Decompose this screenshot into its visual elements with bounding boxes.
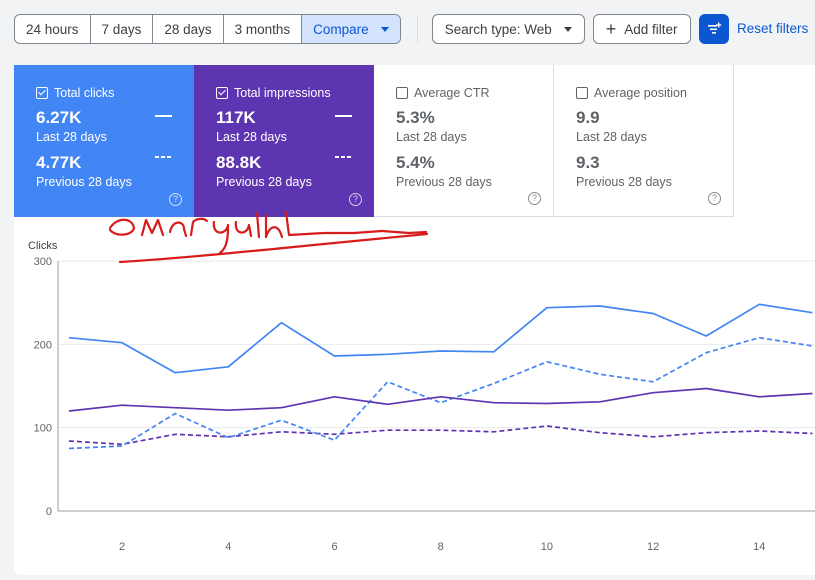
solid-line-legend-icon [155,115,172,117]
chevron-down-icon [380,27,389,32]
date-range-toolbar: 24 hours 7 days 28 days 3 months Compare… [14,14,729,44]
plus-icon: + [605,19,617,39]
y-tick-label: 300 [34,256,52,268]
x-tick-label: 12 [647,541,659,553]
metric-previous-value: 88.8K [216,153,262,172]
metric-current-period: Last 28 days [36,130,107,144]
range-24-hours[interactable]: 24 hours [15,15,91,43]
x-tick-label: 4 [225,541,231,553]
handwritten-red-annotation [108,210,429,264]
metric-label: Total impressions [234,85,331,100]
date-range-selector: 24 hours 7 days 28 days 3 months Compare [14,14,401,44]
checkbox-unchecked-icon[interactable] [396,86,408,99]
series-line-impressions-previous [68,425,813,446]
metric-previous-period: Previous 28 days [576,175,672,189]
metric-label: Total clicks [54,85,115,100]
performance-chart: Clicks 0 100 200 300 2 4 6 8 10 12 14 [28,210,815,553]
series-line-clicks-current [68,303,813,374]
metric-current-value: 5.3% [396,108,435,127]
filter-list-icon [707,22,721,34]
series-line-clicks-previous [68,336,813,450]
y-tick-label: 100 [34,423,52,435]
metric-previous-period: Previous 28 days [216,175,312,189]
help-icon[interactable]: ? [708,192,721,205]
compare-label: Compare [313,21,369,37]
metric-current-period: Last 28 days [216,130,287,144]
metric-card-total-impressions[interactable]: Total impressions 117K Last 28 days 88.8… [194,65,374,217]
dashed-line-legend-icon [155,156,172,158]
filter-settings-button[interactable] [698,14,729,44]
metric-current-value: 6.27K [36,108,82,127]
metric-previous-value: 4.77K [36,153,82,172]
y-tick-label: 200 [34,339,52,351]
metric-current-period: Last 28 days [396,130,467,144]
range-28-days[interactable]: 28 days [153,15,224,43]
help-icon[interactable]: ? [528,192,541,205]
chevron-down-icon [563,27,572,32]
search-type-label: Search type: Web [444,21,552,37]
x-tick-label: 10 [541,541,553,553]
metric-card-total-clicks[interactable]: Total clicks 6.27K Last 28 days 4.77K Pr… [14,65,194,217]
checkbox-checked-icon[interactable] [216,86,228,99]
x-tick-label: 8 [438,541,444,553]
solid-line-legend-icon [335,115,352,117]
metric-current-value: 9.9 [576,108,600,127]
metric-previous-period: Previous 28 days [396,175,492,189]
checkbox-unchecked-icon[interactable] [576,86,588,99]
reset-filters-link[interactable]: Reset filters [737,21,809,36]
metric-card-average-ctr[interactable]: Average CTR 5.3% Last 28 days 5.4% Previ… [374,65,554,217]
checkbox-checked-icon[interactable] [36,86,48,99]
y-axis-title: Clicks [28,240,58,252]
series-line-impressions-current [68,387,813,412]
help-icon[interactable]: ? [349,193,362,206]
metric-label: Average CTR [414,85,490,100]
search-type-dropdown[interactable]: Search type: Web [431,14,585,44]
compare-dropdown[interactable]: Compare [302,15,400,43]
metric-label: Average position [594,85,687,100]
metric-previous-value: 9.3 [576,153,600,172]
metric-previous-value: 5.4% [396,153,435,172]
add-filter-label: Add filter [624,21,678,37]
toolbar-divider [416,15,418,43]
metric-card-average-position[interactable]: Average position 9.9 Last 28 days 9.3 Pr… [554,65,734,217]
performance-card: Total clicks 6.27K Last 28 days 4.77K Pr… [14,65,815,575]
metric-current-period: Last 28 days [576,130,647,144]
metric-current-value: 117K [216,108,256,127]
range-7-days[interactable]: 7 days [91,15,154,43]
range-3-months[interactable]: 3 months [224,15,303,43]
dashed-line-legend-icon [335,156,352,158]
metric-previous-period: Previous 28 days [36,175,132,189]
x-tick-label: 14 [753,541,765,553]
y-tick-label: 0 [46,506,52,518]
add-filter-button[interactable]: + Add filter [592,14,691,44]
x-tick-label: 2 [119,541,125,553]
help-icon[interactable]: ? [169,193,182,206]
x-tick-label: 6 [331,541,337,553]
